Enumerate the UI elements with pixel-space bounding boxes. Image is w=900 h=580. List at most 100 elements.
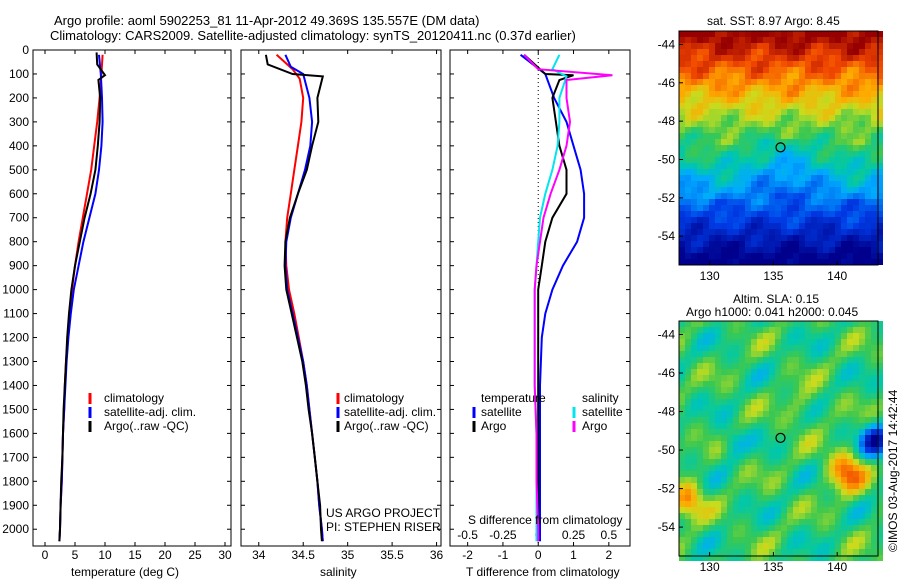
map-cell [823,67,829,73]
map-cell [715,393,721,399]
map-cell [697,435,703,441]
map-cell [799,537,805,543]
map-cell [685,393,691,399]
map-cell [751,61,757,67]
map-cell [859,381,865,387]
map-cell [679,103,685,109]
map-cell [811,381,817,387]
map-cell [727,61,733,67]
map-cell [781,193,787,199]
map-cell [859,399,865,405]
sla-map-frame [678,320,879,557]
map-cell [877,199,883,205]
map-cell [865,417,871,423]
map-cell [823,333,829,339]
map-cell [841,37,847,43]
map-cell [697,549,703,555]
map-cell [841,109,847,115]
map-cell [685,223,691,229]
map-cell [733,345,739,351]
map-cell [721,471,727,477]
map-cell [721,211,727,217]
map-cell [697,211,703,217]
map-cell [793,61,799,67]
map-cell [805,327,811,333]
map-cell [793,49,799,55]
map-cell [823,471,829,477]
map-cell [757,429,763,435]
map-cell [721,193,727,199]
map-cell [751,37,757,43]
map-cell [781,369,787,375]
map-cell [763,387,769,393]
map-cell [727,85,733,91]
map-cell [847,217,853,223]
map-cell [691,139,697,145]
map-cell [805,169,811,175]
map-cell [745,447,751,453]
map-cell [709,411,715,417]
map-cell [859,405,865,411]
map-cell [733,399,739,405]
map-cell [805,495,811,501]
map-cell [763,435,769,441]
map-cell [703,459,709,465]
map-cell [817,543,823,549]
map-cell [679,489,685,495]
map-cell [739,477,745,483]
map-cell [697,345,703,351]
map-cell [751,229,757,235]
map-cell [865,333,871,339]
map-cell [799,199,805,205]
map-cell [811,169,817,175]
map-lon-tick-label: 140 [827,269,847,283]
sla-map-title-line1: Altim. SLA: 0.15 [733,292,820,306]
map-cell [709,91,715,97]
map-cell [733,417,739,423]
map-cell [865,507,871,513]
map-cell [751,351,757,357]
map-cell [685,321,691,327]
map-cell [751,513,757,519]
map-cell [721,519,727,525]
map-cell [859,411,865,417]
map-cell [877,465,883,471]
map-cell [721,61,727,67]
map-cell [721,369,727,375]
map-cell [679,217,685,223]
map-cell [769,447,775,453]
map-cell [835,211,841,217]
map-cell [781,339,787,345]
map-cell [769,405,775,411]
map-cell [799,169,805,175]
map-cell [739,223,745,229]
sal-x-tick-label: 35.5 [380,548,404,562]
map-cell [787,447,793,453]
map-cell [745,513,751,519]
map-cell [715,543,721,549]
map-cell [757,495,763,501]
map-cell [757,399,763,405]
map-cell [841,103,847,109]
map-cell [811,193,817,199]
map-cell [709,489,715,495]
map-cell [823,151,829,157]
map-cell [787,103,793,109]
map-cell [811,235,817,241]
map-cell [703,477,709,483]
map-cell [733,241,739,247]
map-cell [793,519,799,525]
map-cell [679,43,685,49]
map-cell [727,531,733,537]
map-cell [787,169,793,175]
map-cell [763,543,769,549]
temp-x-tick-label: 30 [218,548,232,562]
float-location-marker [775,432,786,444]
map-cell [727,259,733,265]
map-cell [763,79,769,85]
map-cell [745,495,751,501]
map-cell [697,157,703,163]
map-cell [865,241,871,247]
map-cell [847,73,853,79]
map-cell [829,187,835,193]
